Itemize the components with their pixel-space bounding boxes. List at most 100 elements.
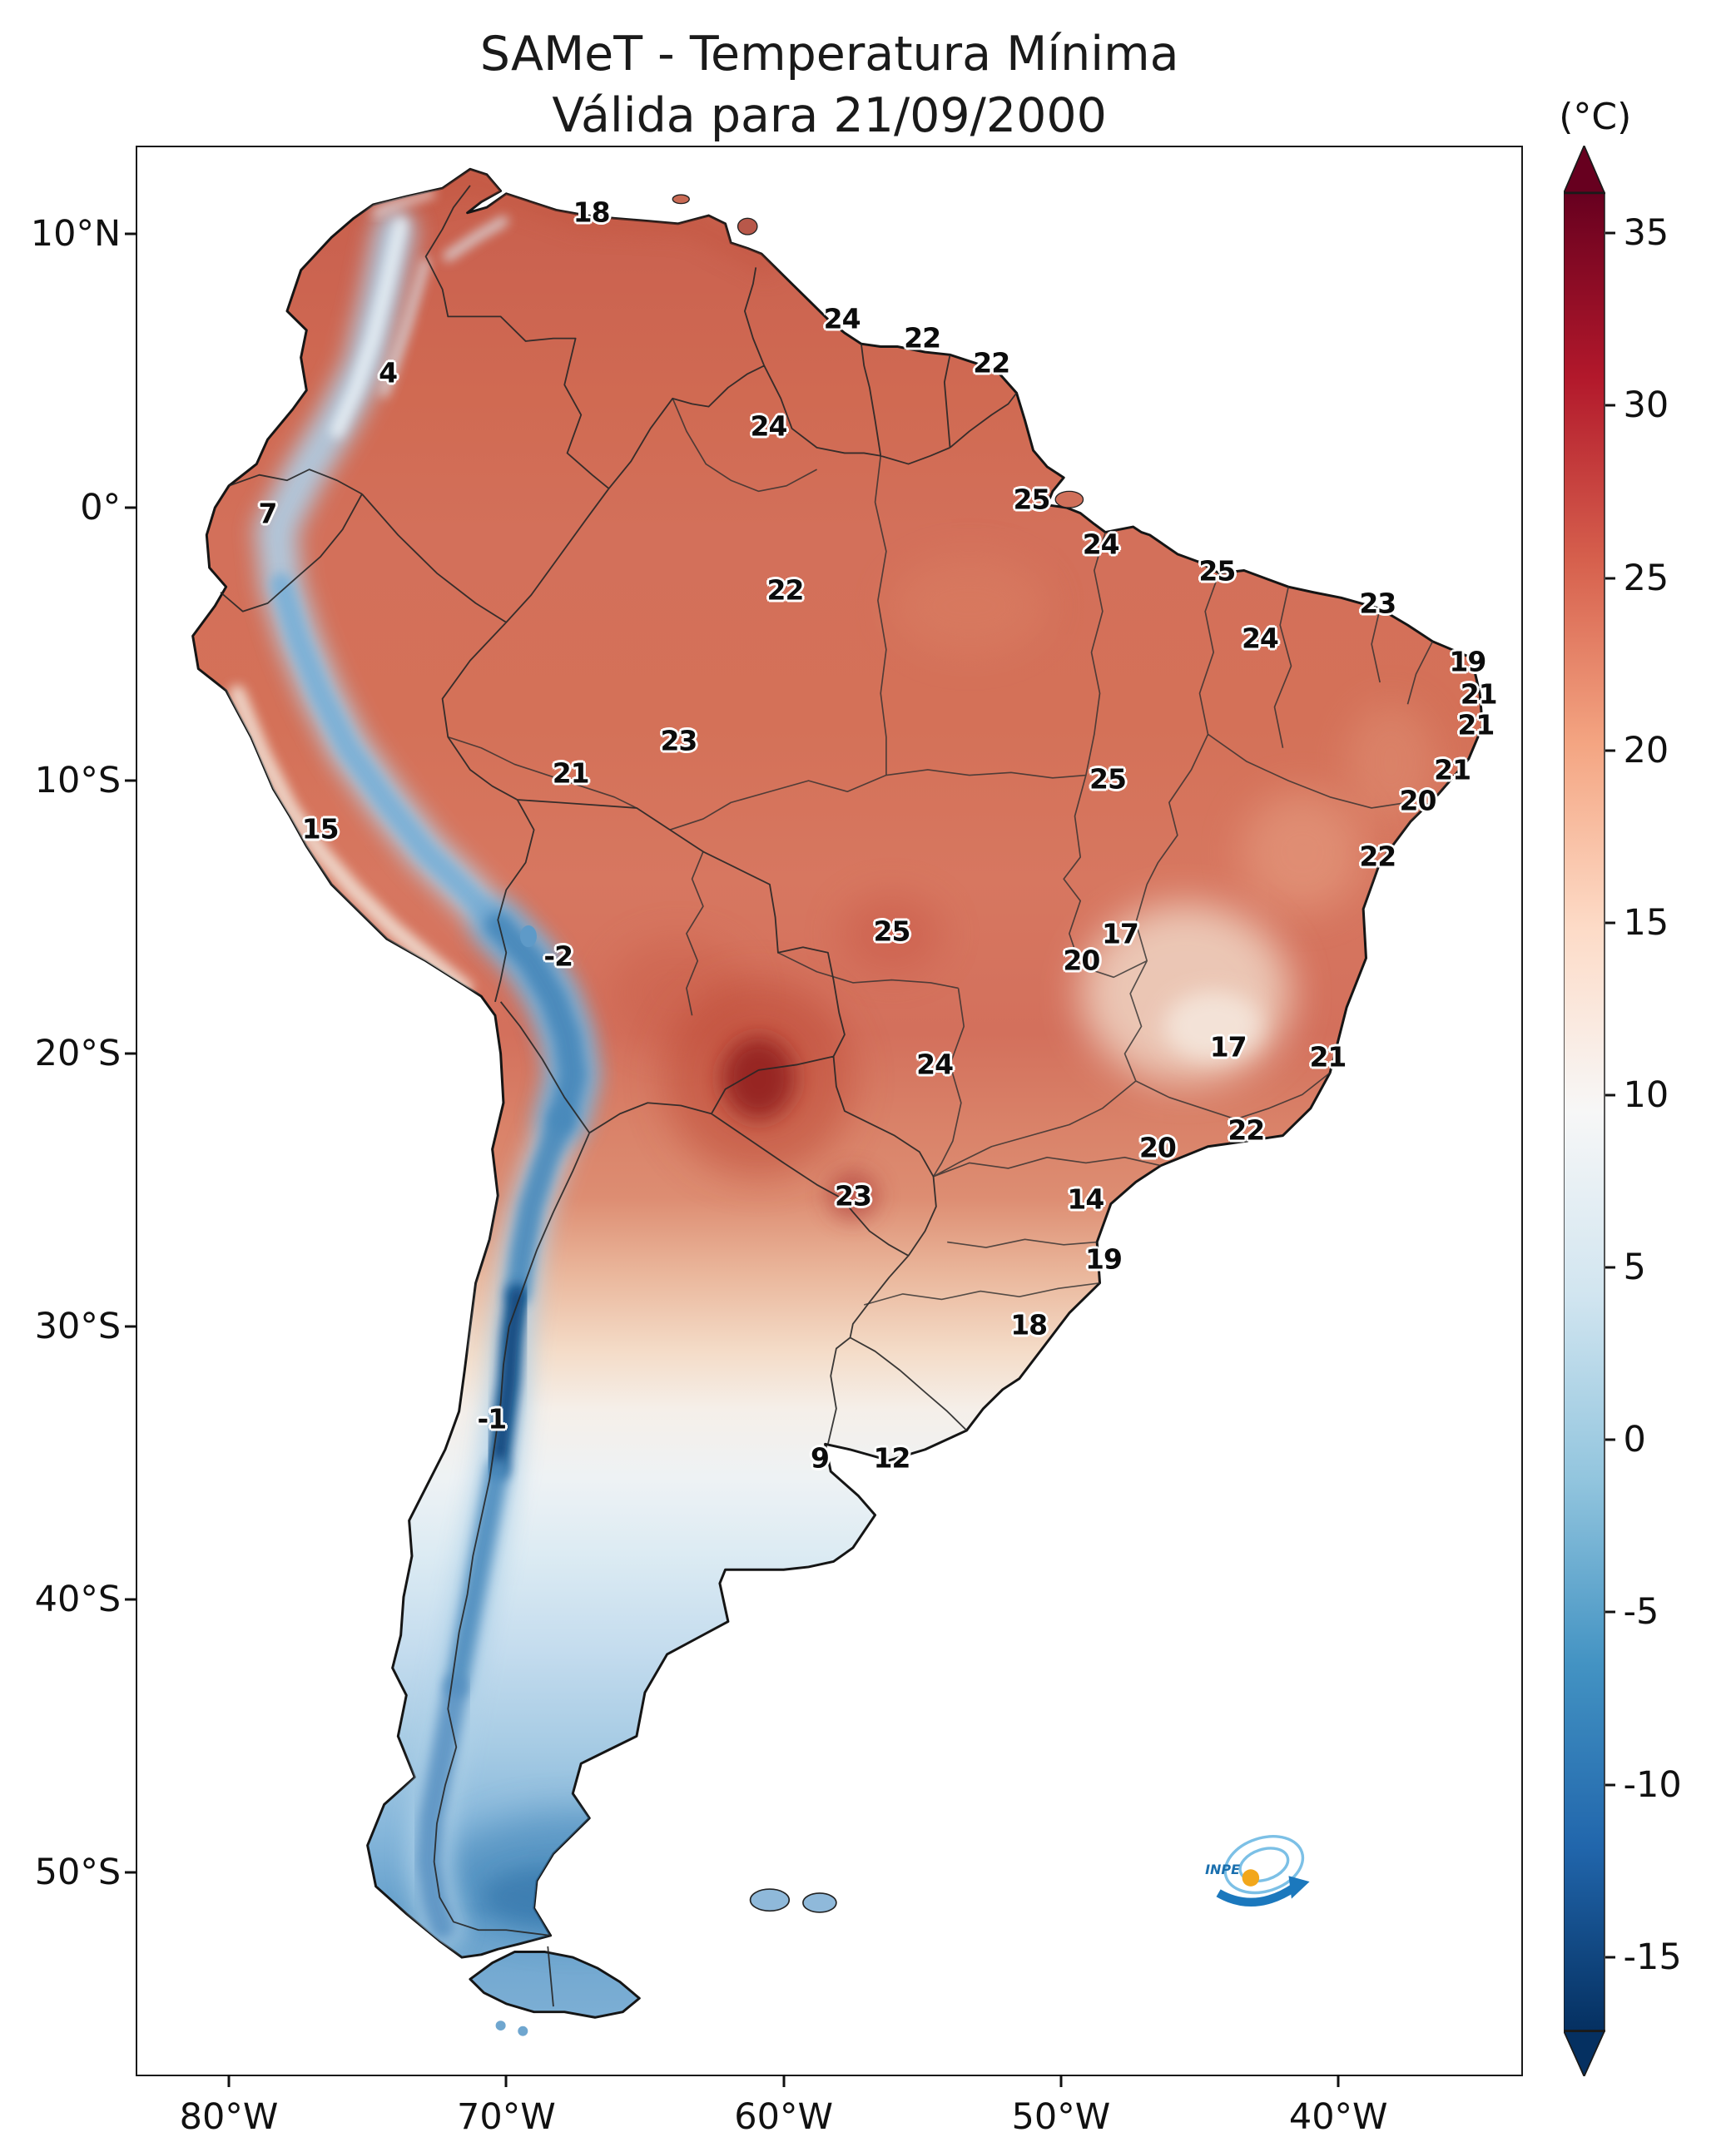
x-axis-tick-mark (782, 2074, 786, 2087)
x-axis-tick-mark (227, 2074, 231, 2087)
temperature-label: 24 (1241, 622, 1279, 655)
y-axis-tick-label: 20°S (34, 1032, 122, 1074)
temperature-label: 24 (916, 1048, 954, 1081)
colorbar-tick-mark (1605, 1438, 1615, 1441)
y-axis-tick-label: 10°S (34, 759, 122, 801)
y-axis-tick-label: 10°N (30, 213, 122, 255)
y-axis-tick-mark (125, 1871, 138, 1874)
colorbar-tick-mark (1605, 404, 1615, 407)
colorbar-tick-mark (1605, 1956, 1615, 1959)
temperature-label: 20 (1138, 1131, 1177, 1164)
trinidad-island (737, 217, 758, 236)
colorbar-extend-top (1564, 145, 1605, 194)
temperature-label: 20 (1063, 944, 1100, 977)
margarita-island (672, 193, 691, 204)
globe-swirl-icon (1223, 1834, 1305, 1894)
x-axis-tick-mark (1059, 2074, 1063, 2087)
temperature-label: 25 (1089, 762, 1127, 796)
colorbar-tick-label: -5 (1623, 1591, 1659, 1634)
temperature-label: 21 (1460, 677, 1498, 711)
y-axis-tick-label: 30°S (34, 1305, 122, 1347)
temperature-label: 4 (379, 356, 398, 389)
colorbar-tick-label: -15 (1623, 1936, 1682, 1978)
temperature-label: 23 (834, 1179, 872, 1212)
x-axis-tick-mark (504, 2074, 508, 2087)
temperature-label: 23 (660, 724, 697, 757)
temperature-label: 17 (1209, 1030, 1247, 1064)
colorbar-tick-label: 5 (1623, 1247, 1646, 1289)
colorbar-tick-mark (1605, 749, 1615, 752)
lake-titicaca (520, 925, 538, 947)
tierra-del-fuego (469, 1950, 641, 2019)
colorbar-tick-label: 35 (1623, 212, 1669, 255)
temperature-label: 14 (1067, 1183, 1104, 1216)
y-axis-tick-mark (125, 1598, 138, 1601)
colorbar-tick-label: 25 (1623, 557, 1669, 599)
y-axis-tick-mark (125, 1052, 138, 1055)
x-axis-tick-label: 80°W (179, 2095, 279, 2138)
temperature-label: 25 (1198, 554, 1236, 588)
falkland-west-island (749, 1887, 791, 1912)
blue-arrowhead-icon (1288, 1875, 1310, 1899)
temperature-label: 23 (1359, 587, 1396, 620)
temperature-label: 21 (1309, 1040, 1347, 1074)
colorbar-tick-label: 0 (1623, 1419, 1646, 1461)
temperature-label: 21 (552, 756, 590, 790)
title-line-2: Válida para 21/09/2000 (552, 88, 1107, 143)
colorbar-tick-mark (1605, 1093, 1615, 1097)
temperature-label: 25 (873, 915, 911, 948)
x-axis-tick-label: 70°W (456, 2095, 556, 2138)
cape-horn-islet (518, 2026, 528, 2036)
y-axis-tick-mark (125, 1325, 138, 1328)
colorbar-tick-mark (1605, 921, 1615, 925)
temperature-label: 18 (1010, 1308, 1048, 1341)
colorbar-tick-mark (1605, 1266, 1615, 1269)
y-axis-tick-label: 40°S (34, 1578, 122, 1620)
state-borders (448, 398, 1434, 1306)
y-axis-tick-label: 50°S (34, 1851, 122, 1893)
country-borders (220, 184, 1018, 2006)
colorbar-unit-label: (°C) (1559, 96, 1632, 139)
x-axis-tick-label: 50°W (1011, 2095, 1111, 2138)
y-axis-tick-mark (125, 779, 138, 782)
temperature-label: 22 (973, 346, 1010, 379)
plot-area: 18 24 22 22 4 24 7 25 24 25 22 23 24 19 21 21 23 21 25 21 20… (31, 145, 1524, 2138)
blue-arrow-icon (1216, 1883, 1297, 1907)
colorbar-extend-bottom (1564, 2029, 1605, 2076)
station-labels: 18 24 22 22 4 24 7 25 24 25 22 23 24 19 21 21 23 21 25 21 20… (137, 147, 1521, 2075)
inpe-logo: INPE (1198, 1812, 1331, 1924)
colorbar-tick-mark (1605, 1783, 1615, 1787)
colorbar-body (1564, 191, 1605, 2032)
temperature-label: 24 (750, 409, 788, 443)
temperature-label: 22 (904, 321, 941, 355)
x-axis-tick-mark (1337, 2074, 1340, 2087)
temperature-label: 24 (1082, 528, 1120, 561)
temperature-label: 21 (1434, 753, 1471, 786)
colorbar-tick-label: -10 (1623, 1763, 1682, 1806)
temperature-label: 18 (573, 196, 611, 229)
temperature-label: 12 (873, 1441, 911, 1475)
y-axis-tick-mark (125, 506, 138, 509)
falkland-east-island (802, 1892, 837, 1913)
colorbar-tick-label: 15 (1623, 901, 1669, 944)
temperature-label: -2 (543, 940, 573, 973)
x-axis-tick-label: 40°W (1288, 2095, 1388, 2138)
colorbar-tick-mark (1605, 577, 1615, 580)
cape-horn-islet (495, 2020, 506, 2031)
colorbar-tick-label: 10 (1623, 1074, 1669, 1117)
colorbar-tick-mark (1605, 231, 1615, 235)
temperature-label: 9 (811, 1441, 830, 1475)
temperature-label: 25 (1013, 483, 1051, 516)
temperature-label: 17 (1101, 917, 1139, 950)
marajo-island (1054, 490, 1084, 508)
temperature-label: 7 (258, 497, 277, 530)
temperature-label: 15 (301, 812, 340, 845)
y-axis-tick-mark (125, 232, 138, 236)
colorbar-tick-label: 30 (1623, 384, 1669, 427)
x-axis-tick-label: 60°W (734, 2095, 833, 2138)
temperature-label: 22 (1359, 840, 1396, 873)
inpe-logo-graphic: INPE (1205, 1834, 1310, 1907)
temperature-label: 19 (1449, 645, 1486, 678)
temperature-label: 20 (1399, 784, 1437, 817)
